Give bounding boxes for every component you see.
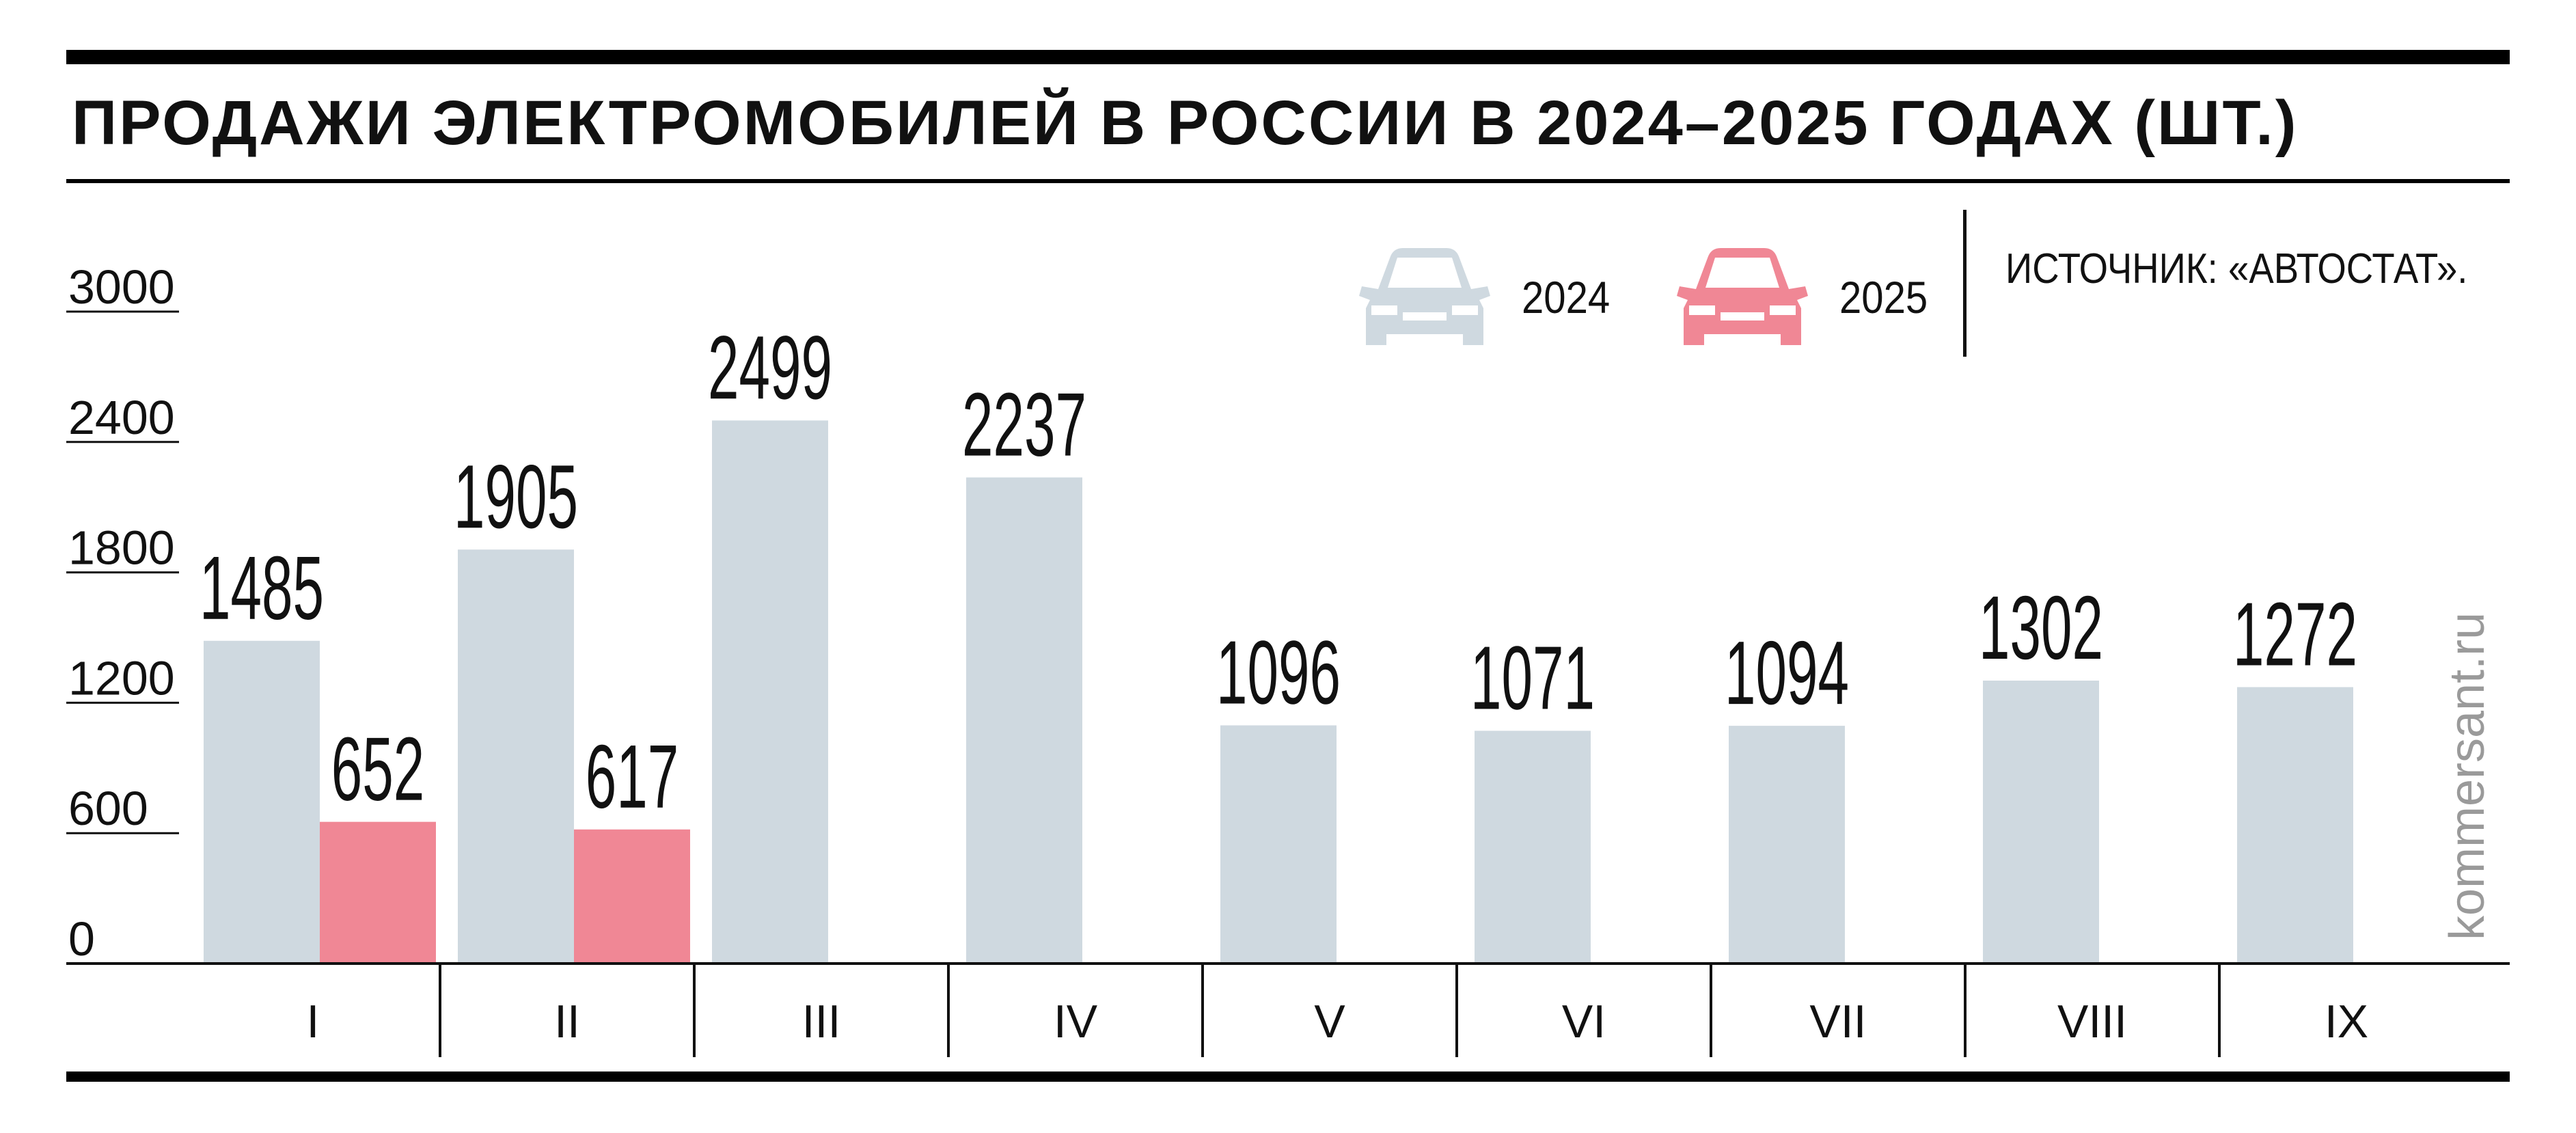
y-tick-label: 600 <box>68 782 148 835</box>
x-tick-label: IX <box>2325 996 2368 1048</box>
source-note: ИСТОЧНИК: «АВТОСТАТ». <box>2005 245 2468 292</box>
data-label: 1302 <box>1979 578 2103 679</box>
y-tick-label: 2400 <box>68 391 175 444</box>
bar-2025-I <box>320 821 436 964</box>
chart-title: ПРОДАЖИ ЭЛЕКТРОМОБИЛЕЙ В РОССИИ В 2024–2… <box>72 88 2299 158</box>
data-label: 652 <box>331 720 425 820</box>
data-label: 2237 <box>962 375 1086 476</box>
title-rule <box>66 179 2510 183</box>
bar-2024-IV <box>966 477 1082 964</box>
x-axis: I II III IV V VI VII VIII IX <box>66 962 2510 1057</box>
x-tick-label: VI <box>1562 996 1606 1048</box>
y-tick-label: 1200 <box>68 651 175 705</box>
car-icon <box>1677 248 1808 345</box>
bar-2024-III <box>712 420 828 964</box>
x-tick-label: I <box>307 996 320 1048</box>
data-label: 1094 <box>1725 623 1849 724</box>
y-axis: 0 600 1200 1800 2400 3000 <box>66 260 179 966</box>
bar-2024-VII <box>1729 726 1845 964</box>
bar-2024-V <box>1220 725 1337 964</box>
data-label: 1096 <box>1216 623 1341 724</box>
y-tick-label: 3000 <box>68 260 175 314</box>
top-rule <box>66 50 2510 64</box>
car-icon <box>1359 248 1490 345</box>
bottom-rule <box>66 1071 2510 1082</box>
legend-item-2025: 2025 <box>1674 243 1940 352</box>
data-label: 1272 <box>2233 585 2357 685</box>
x-tick-label: V <box>1314 996 1345 1048</box>
legend-label-2024: 2024 <box>1522 272 1611 323</box>
legend-item-2024: 2024 <box>1356 243 1622 352</box>
data-label: 617 <box>586 727 679 828</box>
x-tick-label: II <box>554 996 580 1048</box>
y-tick-label: 0 <box>68 912 95 966</box>
bar-2025-II <box>574 829 690 964</box>
x-tick-label: IV <box>1054 996 1098 1048</box>
legend-divider <box>1963 210 1967 357</box>
bar-2024-IX <box>2237 687 2353 964</box>
data-label: 1071 <box>1470 629 1595 729</box>
x-tick-label: VIII <box>2057 996 2127 1048</box>
data-label: 1485 <box>200 538 324 639</box>
y-tick-label: 1800 <box>68 521 175 575</box>
x-tick-label: III <box>802 996 841 1048</box>
bar-2024-VI <box>1475 731 1591 964</box>
x-tick-label: VII <box>1809 996 1866 1048</box>
data-label: 1905 <box>454 447 578 547</box>
bar-2024-II <box>458 549 574 964</box>
bar-2024-I <box>204 640 320 964</box>
data-label: 2499 <box>708 318 832 419</box>
legend-label-2025: 2025 <box>1839 272 1928 323</box>
bar-2024-VIII <box>1983 680 2099 964</box>
watermark: kommersant.ru <box>2440 612 2495 940</box>
